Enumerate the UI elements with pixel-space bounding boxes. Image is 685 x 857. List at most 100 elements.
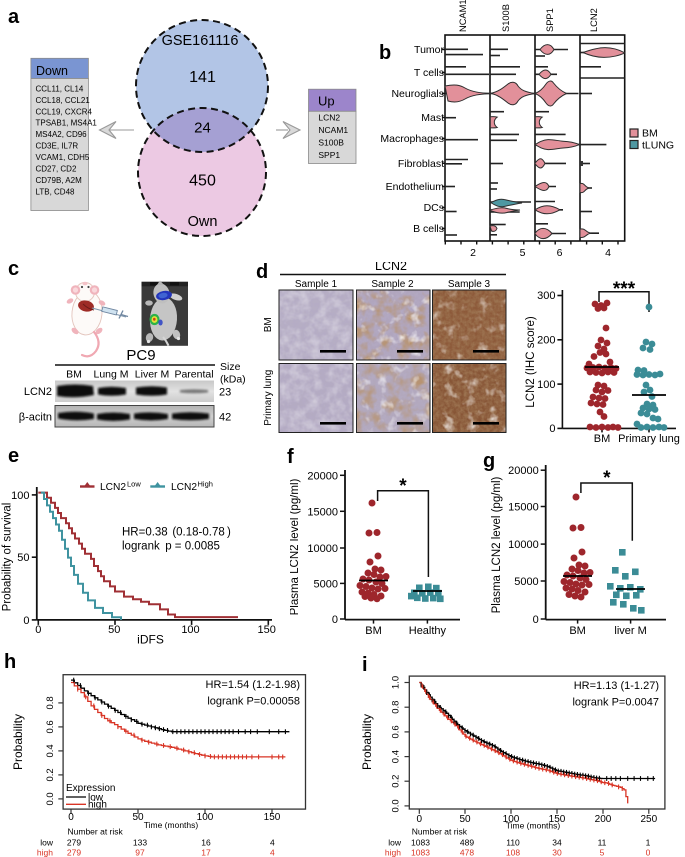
svg-text:tLUNG: tLUNG [642, 140, 674, 152]
svg-text:*: * [399, 476, 407, 497]
svg-text:279: 279 [67, 848, 81, 857]
svg-text:5000: 5000 [514, 576, 538, 588]
svg-text:100: 100 [537, 379, 555, 391]
svg-text:34: 34 [552, 838, 562, 848]
svg-text:0.8: 0.8 [45, 696, 56, 709]
svg-text:Plasma LCN2 level (pg/ml): Plasma LCN2 level (pg/ml) [290, 478, 301, 615]
svg-text:23: 23 [219, 387, 231, 399]
svg-text:high: high [88, 800, 107, 811]
svg-text:Number at risk: Number at risk [68, 827, 124, 837]
svg-text:250: 250 [640, 814, 657, 825]
svg-text:HR=1.54 (1.2-1.98): HR=1.54 (1.2-1.98) [206, 679, 300, 691]
svg-text:CD27, CD2: CD27, CD2 [36, 164, 77, 173]
svg-text:BM: BM [569, 625, 586, 637]
svg-text:0.2: 0.2 [391, 775, 402, 788]
svg-text:low: low [88, 792, 104, 803]
svg-text:CD79B, A2M: CD79B, A2M [36, 176, 83, 185]
svg-text:97: 97 [135, 848, 145, 857]
svg-text:10000: 10000 [307, 543, 338, 555]
svg-text:Own: Own [188, 214, 218, 230]
svg-text:141: 141 [189, 69, 216, 86]
svg-text:Fibroblast: Fibroblast [398, 158, 444, 170]
svg-text:0.4: 0.4 [391, 750, 402, 763]
svg-text:24: 24 [194, 120, 211, 137]
svg-text:50: 50 [132, 812, 144, 823]
svg-text:11: 11 [598, 838, 607, 848]
svg-text:0: 0 [332, 614, 338, 626]
svg-text:Down: Down [36, 64, 68, 78]
svg-text:Time (months): Time (months) [506, 821, 561, 831]
svg-text:Time (months): Time (months) [144, 820, 199, 830]
svg-text:DCs: DCs [424, 202, 444, 214]
svg-text:Liver M: Liver M [135, 369, 169, 381]
svg-text:Low: Low [127, 480, 141, 489]
svg-text:(kDa): (kDa) [220, 374, 246, 386]
svg-text:15000: 15000 [508, 502, 539, 514]
svg-text:S100B: S100B [501, 4, 511, 32]
svg-text:LCN2: LCN2 [318, 113, 340, 123]
svg-text:Macrophages: Macrophages [380, 133, 444, 145]
svg-text:50: 50 [108, 624, 120, 636]
svg-text:2: 2 [470, 247, 476, 259]
svg-text:Lung M: Lung M [93, 369, 128, 381]
svg-text:Sample 1: Sample 1 [295, 279, 338, 290]
svg-text:5: 5 [520, 247, 526, 259]
svg-text:LCN2 (IHC score): LCN2 (IHC score) [525, 316, 537, 408]
svg-text:High: High [198, 480, 213, 489]
svg-text:0: 0 [549, 423, 555, 435]
svg-text:***: *** [613, 279, 636, 300]
svg-text:0: 0 [35, 624, 41, 636]
svg-text:liver M: liver M [614, 625, 646, 637]
svg-text:LCN2: LCN2 [589, 8, 599, 32]
svg-text:5000: 5000 [314, 578, 338, 590]
svg-text:LCN2: LCN2 [171, 482, 197, 493]
svg-text:MS4A2, CD96: MS4A2, CD96 [36, 130, 88, 139]
svg-text:108: 108 [506, 848, 520, 857]
svg-text:BM: BM [594, 433, 611, 445]
svg-text:SPP1: SPP1 [318, 150, 340, 160]
svg-text:5: 5 [600, 848, 605, 857]
svg-text:100: 100 [181, 624, 199, 636]
svg-text:1.0: 1.0 [391, 676, 402, 689]
svg-text:17: 17 [201, 848, 211, 857]
svg-text:15000: 15000 [307, 506, 338, 518]
svg-text:20000: 20000 [508, 465, 539, 477]
svg-text:Plasma LCN2 level (pg/ml): Plasma LCN2 level (pg/ml) [491, 476, 503, 613]
svg-text:Endothelium: Endothelium [386, 181, 445, 193]
svg-text:0: 0 [646, 848, 651, 857]
svg-text:300: 300 [537, 290, 555, 302]
svg-text:CCL18, CCL21: CCL18, CCL21 [36, 96, 91, 105]
svg-text:10000: 10000 [508, 539, 539, 551]
svg-text:Tumor: Tumor [414, 44, 444, 56]
svg-text:0: 0 [23, 615, 29, 627]
svg-text:16: 16 [201, 838, 211, 848]
svg-text:100: 100 [197, 812, 214, 823]
svg-text:478: 478 [460, 848, 474, 857]
svg-text:20000: 20000 [307, 470, 338, 482]
svg-text:Size: Size [220, 361, 241, 373]
svg-text:200: 200 [537, 335, 555, 347]
svg-text:0.8: 0.8 [391, 701, 402, 714]
svg-text:30: 30 [552, 848, 562, 857]
svg-text:BM: BM [365, 625, 382, 637]
svg-text:200: 200 [595, 814, 612, 825]
svg-text:0.0: 0.0 [45, 792, 56, 805]
svg-text:LTB, CD48: LTB, CD48 [36, 187, 76, 196]
svg-text:low: low [40, 838, 54, 848]
svg-text:TPSAB1, MS4A1: TPSAB1, MS4A1 [36, 119, 98, 128]
svg-text:Probability of survival: Probability of survival [2, 503, 14, 612]
svg-text:4: 4 [605, 247, 611, 259]
svg-text:450: 450 [189, 173, 216, 190]
svg-text:NCAM1: NCAM1 [458, 0, 468, 32]
svg-text:0: 0 [533, 614, 539, 626]
svg-text:BM: BM [66, 369, 82, 381]
svg-text:42: 42 [219, 412, 231, 424]
svg-text:0.6: 0.6 [45, 720, 56, 733]
svg-text:0.4: 0.4 [45, 744, 56, 757]
svg-text:150: 150 [258, 624, 276, 636]
svg-text:low: low [388, 838, 402, 848]
svg-text:50: 50 [459, 814, 471, 825]
svg-text:S100B: S100B [318, 138, 344, 148]
svg-text:6: 6 [557, 247, 563, 259]
svg-text:Healthy: Healthy [409, 625, 447, 637]
